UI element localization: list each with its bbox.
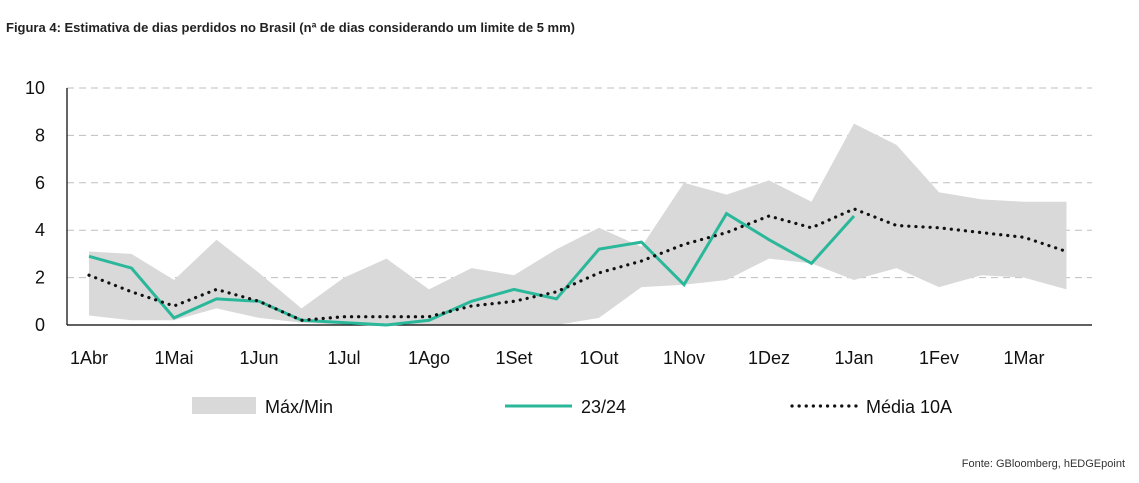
axes — [66, 88, 1092, 326]
x-tick-label: 1Out — [579, 348, 618, 368]
max-min-band — [89, 123, 1067, 325]
source-note: Fonte: GBloomberg, hEDGEpoint — [961, 458, 1125, 470]
x-tick-label: 1Nov — [663, 348, 705, 368]
chart-title: Figura 4: Estimativa de dias perdidos no… — [6, 20, 575, 35]
legend-label-23-24: 23/24 — [581, 397, 626, 417]
x-tick-label: 1Jun — [239, 348, 278, 368]
y-tick-label: 0 — [35, 315, 45, 335]
x-tick-label: 1Ago — [408, 348, 450, 368]
x-tick-labels: 1Abr 1Mai 1Jun 1Jul 1Ago 1Set 1Out 1Nov 1Dez 1Jan… — [70, 348, 1045, 368]
y-tick-label: 4 — [35, 220, 45, 240]
legend-label-media-10a: Média 10A — [866, 397, 952, 417]
x-tick-label: 1Fev — [919, 348, 959, 368]
y-tick-label: 2 — [35, 268, 45, 288]
y-tick-label: 6 — [35, 173, 45, 193]
max-min-area — [89, 123, 1067, 325]
series-lines — [87, 207, 1069, 327]
x-tick-label: 1Dez — [748, 348, 790, 368]
y-tick-label: 8 — [35, 125, 45, 145]
y-tick-label: 10 — [25, 78, 45, 98]
x-tick-label: 1Mai — [154, 348, 193, 368]
series-23-24-line — [88, 211, 856, 327]
legend-label-max-min: Máx/Min — [265, 397, 333, 417]
y-tick-labels: 0 2 4 6 8 10 — [25, 78, 45, 335]
legend-swatch-max-min — [192, 397, 256, 414]
legend: Máx/Min 23/24 Média 10A — [192, 397, 952, 417]
x-tick-label: 1Jan — [834, 348, 873, 368]
x-tick-label: 1Set — [495, 348, 532, 368]
x-tick-label: 1Jul — [327, 348, 360, 368]
x-tick-label: 1Mar — [1003, 348, 1044, 368]
x-tick-label: 1Abr — [70, 348, 108, 368]
